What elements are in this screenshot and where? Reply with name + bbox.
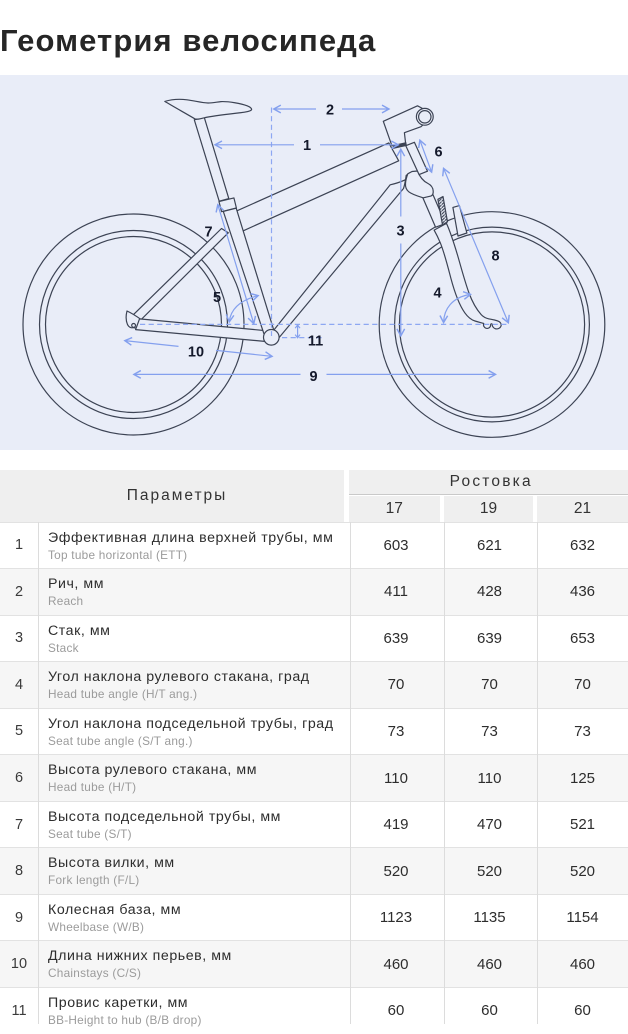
svg-text:9: 9 xyxy=(309,369,317,385)
svg-text:8: 8 xyxy=(491,249,499,265)
svg-text:11: 11 xyxy=(308,334,323,350)
svg-text:5: 5 xyxy=(213,290,221,306)
svg-text:4: 4 xyxy=(433,286,441,302)
svg-text:3: 3 xyxy=(396,224,404,240)
svg-text:1: 1 xyxy=(303,138,311,154)
svg-text:6: 6 xyxy=(434,145,442,161)
svg-text:2: 2 xyxy=(326,103,334,119)
svg-text:10: 10 xyxy=(188,345,204,361)
svg-text:7: 7 xyxy=(204,225,212,241)
